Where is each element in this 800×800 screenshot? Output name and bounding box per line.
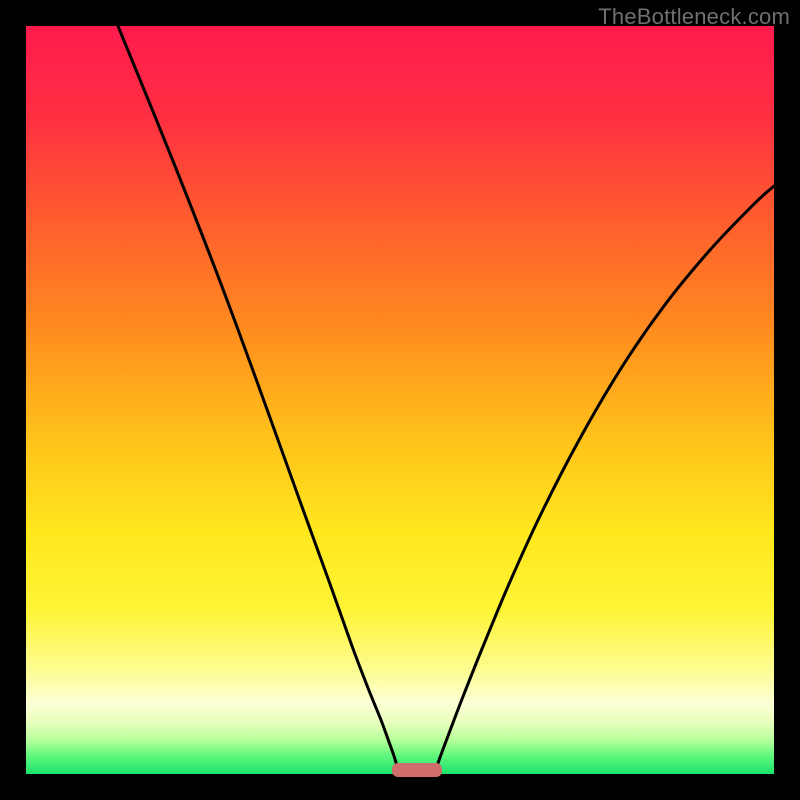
bottleneck-curves <box>26 26 774 774</box>
curve-right <box>437 186 774 766</box>
plot-area <box>26 26 774 774</box>
chart-canvas: TheBottleneck.com <box>0 0 800 800</box>
watermark-text: TheBottleneck.com <box>598 4 790 30</box>
optimal-marker <box>392 763 442 777</box>
curve-left <box>118 26 397 766</box>
